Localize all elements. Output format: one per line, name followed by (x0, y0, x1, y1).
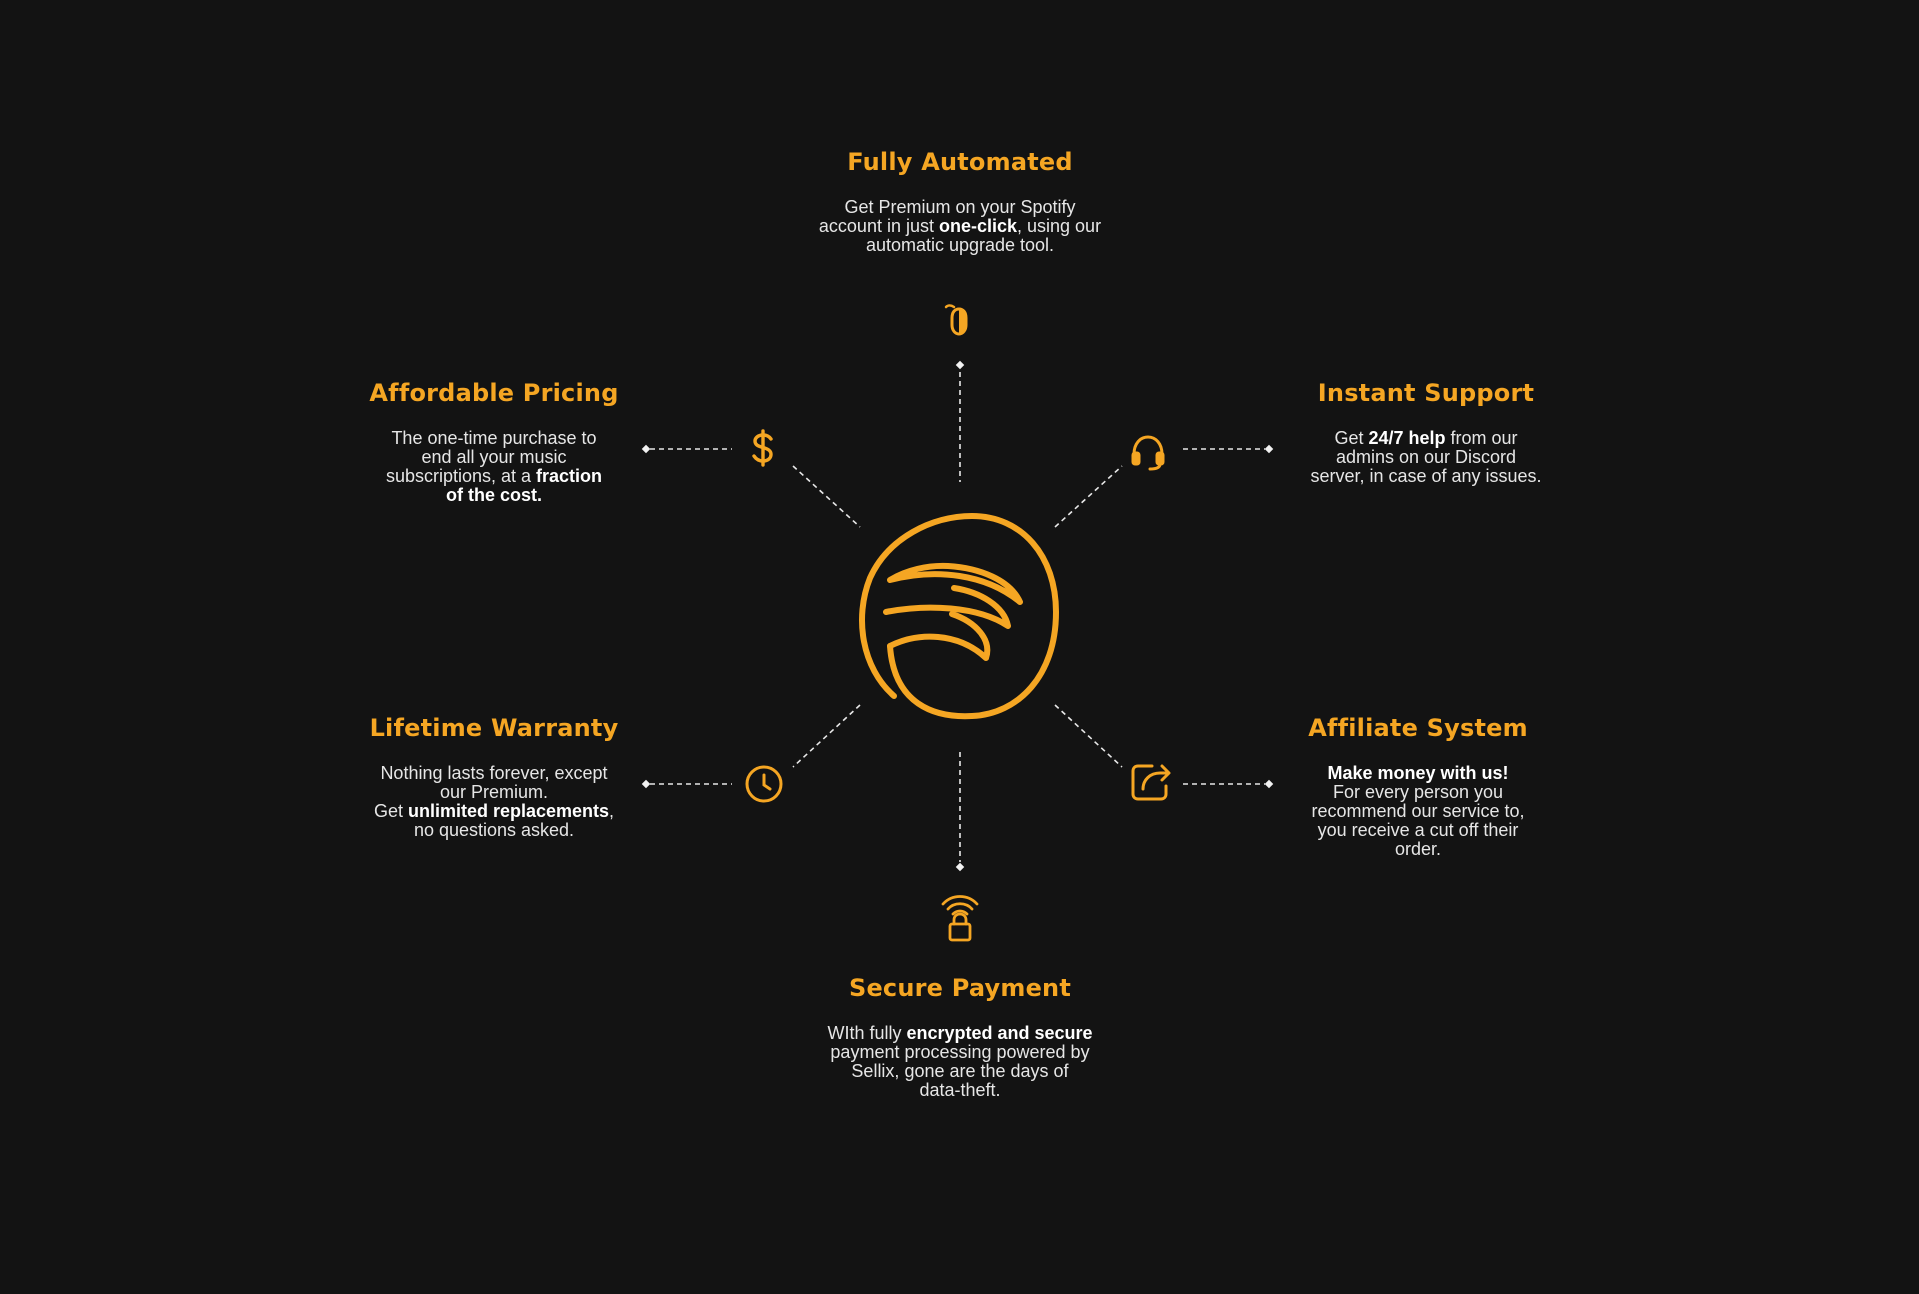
feature-title: Affordable Pricing (369, 379, 619, 407)
emphasis-text: Make money with us! (1327, 763, 1509, 783)
description-line: Get unlimited replacements, (294, 802, 694, 821)
description-text: The one-time purchase to (391, 428, 597, 448)
description-line: no questions asked. (294, 821, 694, 840)
description-line: of the cost. (294, 486, 694, 505)
feature-description: Get 24/7 help from our admins on our Disc… (1226, 429, 1626, 486)
description-text: WIth fully (827, 1023, 907, 1043)
emphasis-text: one-click (938, 216, 1018, 236)
feature-description: WIth fully encrypted and secure payment p… (760, 1024, 1160, 1100)
description-line: Make money with us! (1218, 764, 1618, 783)
feature-title: Affiliate System (1308, 714, 1528, 742)
description-text: Get (1334, 428, 1369, 448)
description-text: from our (1445, 428, 1518, 448)
description-text: For every person you (1332, 782, 1504, 802)
description-line: For every person you (1218, 783, 1618, 802)
description-line: Get Premium on your Spotify (760, 198, 1160, 217)
feature-title: Fully Automated (847, 148, 1073, 176)
wireless-lock-icon (940, 890, 980, 946)
description-text: data-theft. (919, 1080, 1001, 1100)
description-line: server, in case of any issues. (1226, 467, 1626, 486)
description-text: our Premium. (439, 782, 549, 802)
description-text: server, in case of any issues. (1310, 466, 1542, 486)
description-line: payment processing powered by (760, 1043, 1160, 1062)
feature-description: The one-time purchase to end all your mus… (294, 429, 694, 505)
description-text: payment processing powered by (830, 1042, 1090, 1062)
emphasis-text: unlimited replacements (407, 801, 610, 821)
dollar-icon (748, 428, 778, 468)
description-text: admins on our Discord (1335, 447, 1517, 467)
description-text: Get Premium on your Spotify (844, 197, 1076, 217)
feature-secure-payment: Secure Payment WIth fully encrypted and … (760, 974, 1160, 1100)
feature-affiliate-system: Affiliate System Make money with us! For … (1218, 714, 1618, 859)
description-text: you receive a cut off their (1317, 820, 1519, 840)
description-line: subscriptions, at a fraction (294, 467, 694, 486)
description-line: you receive a cut off their (1218, 821, 1618, 840)
description-line: Nothing lasts forever, except (294, 764, 694, 783)
description-text: subscriptions, at a (385, 466, 537, 486)
feature-description: Nothing lasts forever, except our Premium… (294, 764, 694, 840)
description-text: , (609, 801, 615, 821)
description-line: recommend our service to, (1218, 802, 1618, 821)
description-text: recommend our service to, (1311, 801, 1525, 821)
feature-affordable-pricing: Affordable Pricing The one-time purchase… (294, 379, 694, 505)
description-text: Nothing lasts forever, except (380, 763, 608, 783)
mouse-click-icon (940, 302, 976, 338)
brand-logo-icon (848, 508, 1072, 732)
description-line: admins on our Discord (1226, 448, 1626, 467)
description-line: order. (1218, 840, 1618, 859)
description-text: end all your music (421, 447, 567, 467)
description-line: our Premium. (294, 783, 694, 802)
feature-title: Lifetime Warranty (369, 714, 619, 742)
feature-title: Secure Payment (848, 974, 1072, 1002)
description-line: data-theft. (760, 1081, 1160, 1100)
description-text: , using our (1017, 216, 1102, 236)
connector-end-diamond (955, 862, 965, 872)
description-line: Get 24/7 help from our (1226, 429, 1626, 448)
description-line: Sellix, gone are the days of (760, 1062, 1160, 1081)
share-icon (1130, 760, 1172, 802)
emphasis-text: fraction (536, 466, 603, 486)
headset-icon (1128, 432, 1168, 472)
emphasis-text: 24/7 help (1368, 428, 1446, 448)
feature-lifetime-warranty: Lifetime Warranty Nothing lasts forever,… (294, 714, 694, 840)
description-line: automatic upgrade tool. (760, 236, 1160, 255)
description-line: end all your music (294, 448, 694, 467)
description-line: account in just one-click, using our (760, 217, 1160, 236)
description-text: no questions asked. (413, 820, 575, 840)
description-text: order. (1394, 839, 1442, 859)
description-text: Get (373, 801, 408, 821)
emphasis-text: of the cost. (445, 485, 542, 505)
feature-description: Get Premium on your Spotify account in ju… (760, 198, 1160, 255)
feature-instant-support: Instant Support Get 24/7 help from our ad… (1226, 379, 1626, 486)
connector-end-diamond (955, 360, 965, 370)
description-text: account in just (818, 216, 939, 236)
clock-icon (744, 764, 784, 804)
feature-description: Make money with us! For every person you r… (1218, 764, 1618, 859)
description-text: automatic upgrade tool. (865, 235, 1055, 255)
description-line: WIth fully encrypted and secure (760, 1024, 1160, 1043)
description-line: The one-time purchase to (294, 429, 694, 448)
emphasis-text: encrypted and secure (906, 1023, 1093, 1043)
feature-fully-automated: Fully Automated Get Premium on your Spot… (760, 148, 1160, 255)
feature-title: Instant Support (1317, 379, 1535, 407)
description-text: Sellix, gone are the days of (851, 1061, 1069, 1081)
